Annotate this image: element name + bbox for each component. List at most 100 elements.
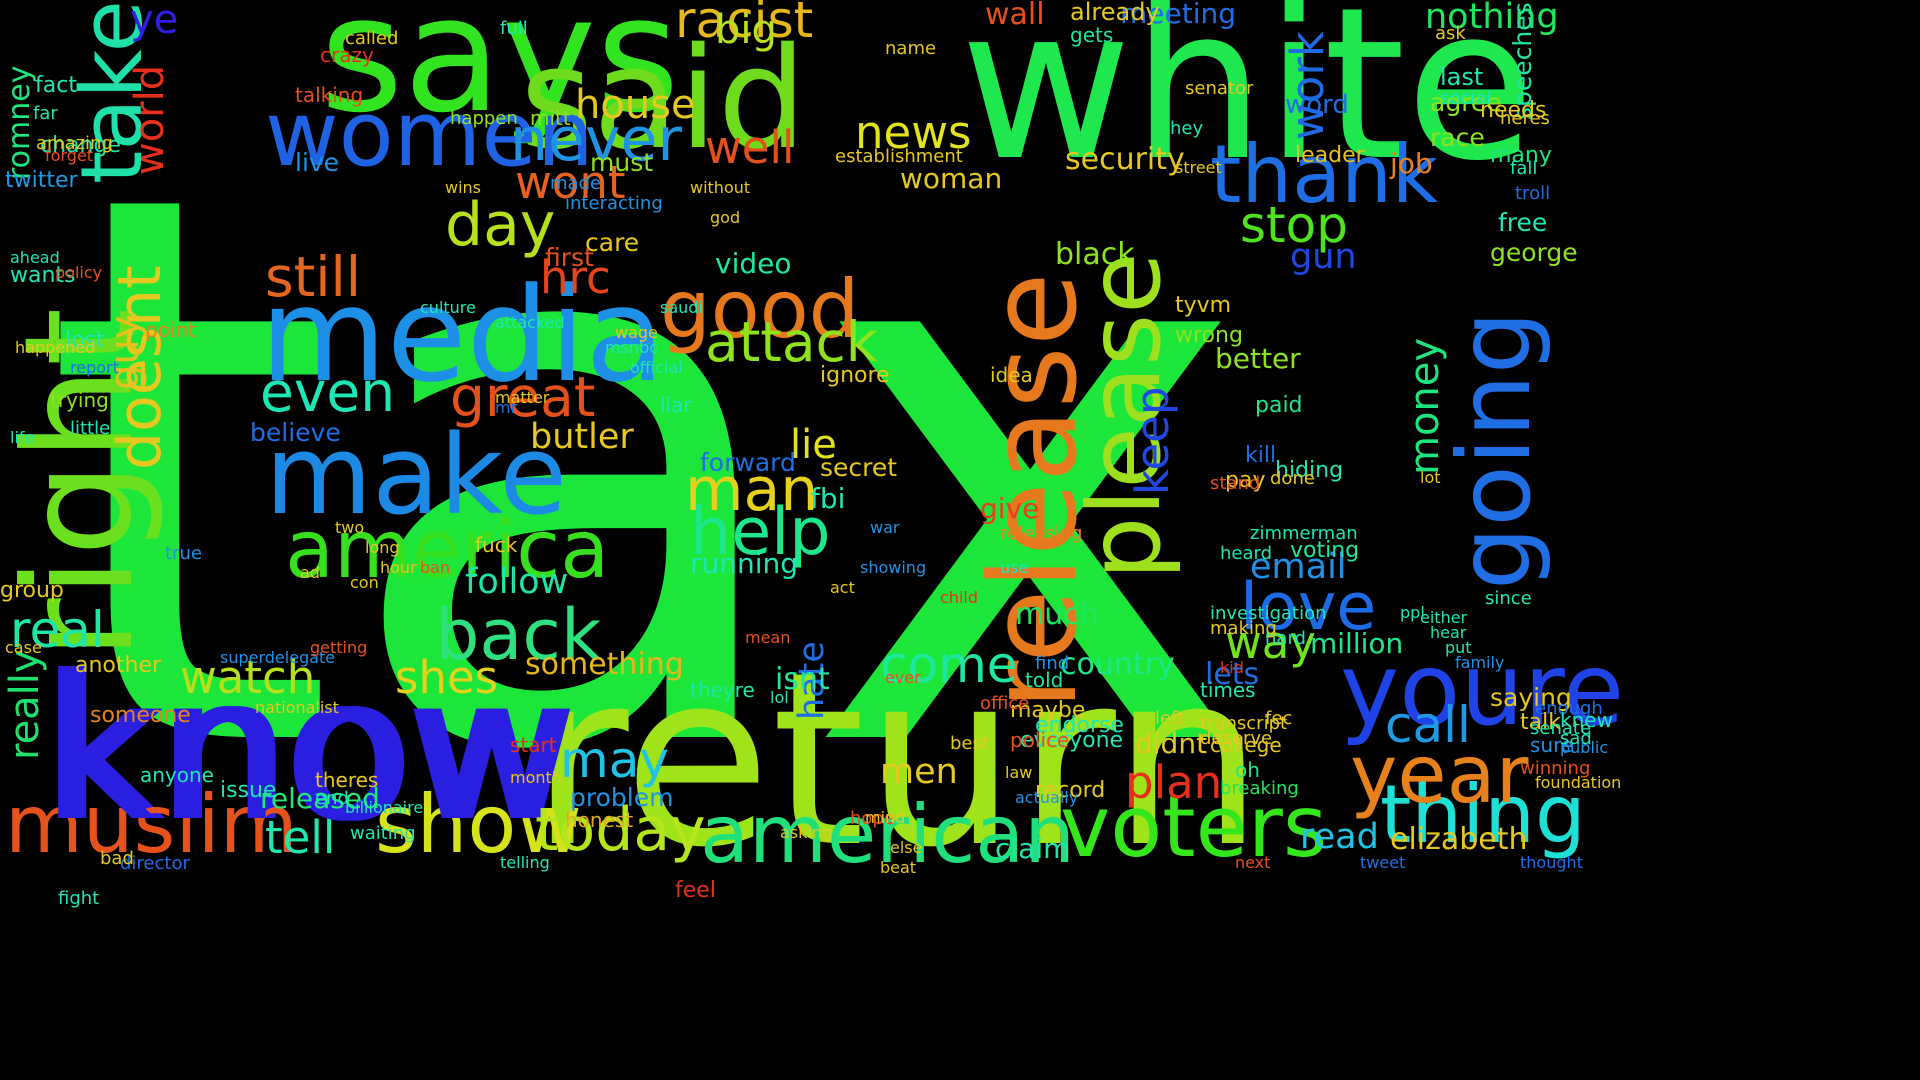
word-feel: feel: [675, 878, 716, 903]
word-crazy: crazy: [320, 43, 374, 67]
word-someone: someone: [90, 703, 191, 728]
word-keep: keep: [1126, 386, 1179, 495]
word-superdelegate: superdelegate: [220, 648, 336, 667]
word-voting: voting: [1290, 538, 1360, 563]
word-even: even: [260, 360, 396, 424]
word-romney: romney: [2, 65, 37, 180]
word-amazing: amazing: [36, 133, 113, 154]
word-ahead: ahead: [10, 248, 60, 267]
word-put: put: [1445, 638, 1472, 657]
word-give: give: [980, 492, 1040, 525]
word-lie: lie: [790, 422, 837, 468]
word-video: video: [715, 247, 792, 280]
word-way: way: [1225, 616, 1317, 669]
word-happen: happen: [450, 108, 518, 129]
word-may: may: [560, 731, 669, 789]
word-endorse: endorse: [1035, 713, 1124, 738]
word-much: much: [1015, 597, 1099, 632]
word-hiding: hiding: [1275, 458, 1344, 483]
word-racist: racist: [675, 0, 814, 49]
word-needs: needs: [1480, 98, 1547, 123]
word-youre: youre: [1340, 631, 1625, 748]
word-thank: thank: [1210, 128, 1439, 221]
word-telling: telling: [500, 853, 550, 872]
word-billionaire: billionaire: [345, 798, 424, 817]
word-interacting: interacting: [565, 193, 663, 214]
word-getting: getting: [310, 638, 368, 657]
word-act: act: [830, 578, 855, 597]
word-policy: policy: [55, 263, 103, 282]
word-troll: troll: [1515, 183, 1551, 204]
word-american: american: [700, 788, 1075, 881]
word-gets: gets: [1070, 23, 1114, 47]
word-leader: leader: [1295, 143, 1365, 168]
word-meeting: meeting: [1120, 0, 1237, 30]
word-million: million: [1310, 627, 1404, 660]
word-return: return: [530, 620, 1264, 900]
word-running: running: [690, 547, 799, 580]
word-big: big: [715, 7, 777, 53]
word-thing: thing: [1380, 768, 1586, 861]
word-else: else: [890, 838, 923, 857]
word-long: long: [365, 538, 400, 557]
word-gun: gun: [1290, 237, 1357, 277]
word-fact: fact: [35, 73, 77, 98]
word-hope: hope: [850, 808, 895, 829]
word-actually: actually: [1015, 788, 1079, 807]
word-great: great: [450, 365, 596, 429]
word-two: two: [335, 518, 365, 537]
word-establishment: establishment: [835, 146, 963, 167]
word-never: never: [510, 105, 683, 175]
word-child: child: [940, 588, 978, 607]
word-watch: watch: [180, 651, 316, 704]
word-america: america: [285, 503, 610, 596]
word-trying: trying: [50, 388, 109, 412]
word-next: next: [1235, 853, 1271, 872]
word-called: called: [345, 28, 399, 49]
word-day: day: [445, 190, 556, 260]
word-releasing: releasing: [1000, 523, 1083, 544]
word-foundation: foundation: [1535, 773, 1622, 792]
word-make: make: [265, 411, 568, 539]
word-ye: ye: [130, 0, 179, 43]
word-full: full: [500, 18, 528, 39]
word-senate: senate: [1530, 718, 1592, 739]
word-fuck: fuck: [475, 533, 518, 557]
word-everyone: everyone: [1020, 728, 1124, 753]
word-idea: idea: [990, 363, 1033, 387]
word-still: still: [265, 245, 362, 309]
word-voters: voters: [1060, 778, 1328, 877]
word-told: told: [1025, 668, 1064, 692]
word-sure: sure: [1530, 733, 1574, 757]
word-come: come: [880, 636, 1018, 694]
word-news: news: [855, 106, 972, 159]
word-says: says: [320, 0, 680, 148]
word-talking: talking: [295, 83, 364, 107]
word-waiting: waiting: [350, 823, 416, 844]
word-nationalist: nationalist: [255, 698, 339, 717]
word-call: call: [1385, 696, 1471, 754]
word-released: released: [260, 782, 380, 815]
word-left: left: [1155, 708, 1185, 729]
word-asking: asking: [780, 823, 833, 842]
word-going: going: [1436, 310, 1553, 590]
word-another: another: [75, 653, 162, 678]
word-shes: shes: [395, 651, 499, 704]
word-tax: tax: [40, 33, 1254, 917]
word-elizabeth: elizabeth: [1390, 822, 1528, 857]
word-isnt: isnt: [775, 662, 830, 697]
word-breaking: breaking: [1220, 778, 1299, 799]
word-work: work: [1281, 31, 1334, 140]
word-life: life: [10, 428, 35, 447]
word-job: job: [1390, 147, 1433, 180]
word-hard: hard: [1265, 628, 1306, 649]
word-today: today: [535, 795, 706, 865]
word-tell: tell: [265, 811, 336, 864]
word-lost: lost: [65, 328, 105, 353]
word-show: show: [375, 778, 582, 871]
word-didnt: didnt: [1135, 727, 1208, 760]
word-well: well: [705, 121, 795, 174]
word-know: know: [50, 633, 579, 866]
word-last: last: [1440, 63, 1484, 91]
word-forget: forget: [45, 146, 93, 165]
